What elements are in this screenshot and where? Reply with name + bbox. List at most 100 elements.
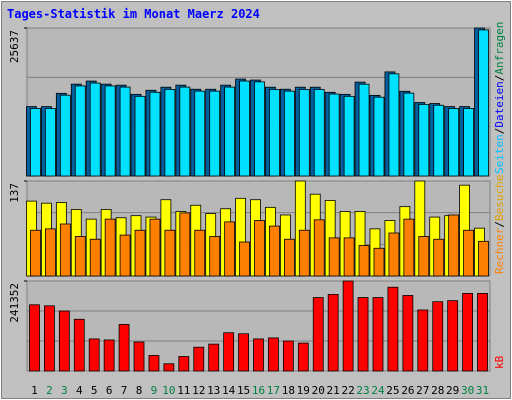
x-tick-label: 7	[121, 384, 128, 397]
x-tick-label: 4	[76, 384, 83, 397]
legend-separator: /	[493, 128, 506, 135]
bar	[134, 95, 146, 177]
bar	[239, 241, 250, 277]
x-tick-label: 6	[106, 384, 113, 397]
legend-entry: Dateien	[493, 81, 506, 127]
bar	[104, 218, 116, 277]
bar	[88, 338, 100, 372]
bar	[327, 294, 339, 372]
legend-entry: Rechner	[493, 227, 506, 274]
x-tick-label: 13	[207, 384, 220, 397]
x-tick-label: 11	[177, 384, 190, 397]
bar	[463, 229, 474, 277]
bar	[163, 363, 175, 372]
bar	[313, 219, 325, 277]
bar	[208, 343, 220, 372]
bar	[103, 339, 115, 372]
bar	[179, 86, 191, 177]
bar	[462, 293, 473, 372]
x-tick-label: 9	[151, 384, 158, 397]
bar	[268, 337, 279, 372]
legend: Seiten/Dateien/Anfragen	[493, 22, 506, 174]
bar	[343, 95, 355, 177]
bar	[224, 86, 236, 177]
legend-entry: Besuche	[493, 175, 506, 221]
x-tick-label: 2	[46, 384, 53, 397]
bar	[119, 234, 131, 277]
legend-entry: Anfragen	[493, 22, 506, 75]
bar	[89, 82, 101, 177]
bar	[373, 96, 385, 177]
bar	[253, 338, 264, 372]
bar	[402, 295, 414, 372]
bar	[59, 223, 71, 277]
bar	[447, 300, 459, 372]
bar	[44, 305, 55, 372]
chart-title: Tages-Statistik im Monat Maerz 2024	[7, 7, 260, 21]
bar	[283, 90, 295, 177]
bar	[149, 91, 161, 177]
x-tick-label: 15	[237, 384, 250, 397]
bar	[373, 247, 385, 277]
bar	[478, 240, 489, 277]
bar	[209, 90, 221, 177]
bar	[45, 228, 56, 277]
bar	[178, 356, 190, 372]
bar	[193, 346, 205, 372]
x-tick-label: 27	[416, 384, 429, 397]
bar	[478, 29, 489, 177]
legend: Rechner/Besuche	[493, 175, 506, 274]
bar	[432, 301, 444, 372]
bar	[313, 89, 325, 177]
bar	[418, 104, 430, 177]
x-tick-label: 23	[356, 384, 369, 397]
bar	[224, 221, 236, 277]
y-tick-label: 25637	[8, 30, 21, 63]
legend-entry: Seiten	[493, 134, 506, 174]
x-tick-label: 14	[222, 384, 236, 397]
bar	[74, 236, 86, 277]
bar	[282, 340, 294, 372]
x-tick-label: 12	[192, 384, 205, 397]
bar	[418, 236, 430, 277]
bar	[387, 286, 399, 372]
bar	[328, 93, 340, 177]
legend-separator: /	[493, 75, 506, 82]
bar	[119, 86, 131, 177]
bar	[433, 238, 445, 277]
bar	[74, 85, 86, 177]
bar	[223, 332, 235, 372]
x-tick-label: 16	[252, 384, 265, 397]
x-tick-label: 5	[91, 384, 98, 397]
bar	[358, 245, 370, 277]
bar	[30, 108, 41, 177]
bar	[269, 225, 280, 277]
x-tick-label: 17	[267, 384, 280, 397]
x-tick-label: 31	[476, 384, 489, 397]
bar	[73, 318, 85, 372]
bar	[118, 324, 130, 372]
bar	[179, 212, 191, 277]
x-tick-label: 24	[371, 384, 385, 397]
bar	[328, 237, 340, 277]
x-tick-label: 22	[341, 384, 354, 397]
bar	[269, 89, 280, 177]
bar	[283, 238, 295, 277]
bar	[194, 90, 206, 177]
bar	[164, 229, 176, 277]
bar	[312, 297, 324, 372]
bar	[89, 238, 101, 277]
x-tick-label: 26	[401, 384, 414, 397]
x-tick-label: 29	[446, 384, 459, 397]
legend: kB	[493, 355, 506, 369]
x-tick-label: 10	[162, 384, 175, 397]
x-tick-label: 19	[297, 384, 310, 397]
bar	[298, 89, 310, 177]
y-tick-label: 241352	[8, 283, 21, 323]
bar	[403, 92, 415, 177]
bar	[134, 229, 146, 277]
bar	[254, 81, 265, 177]
x-tick-label: 21	[327, 384, 340, 397]
legend-entry: kB	[493, 355, 506, 369]
